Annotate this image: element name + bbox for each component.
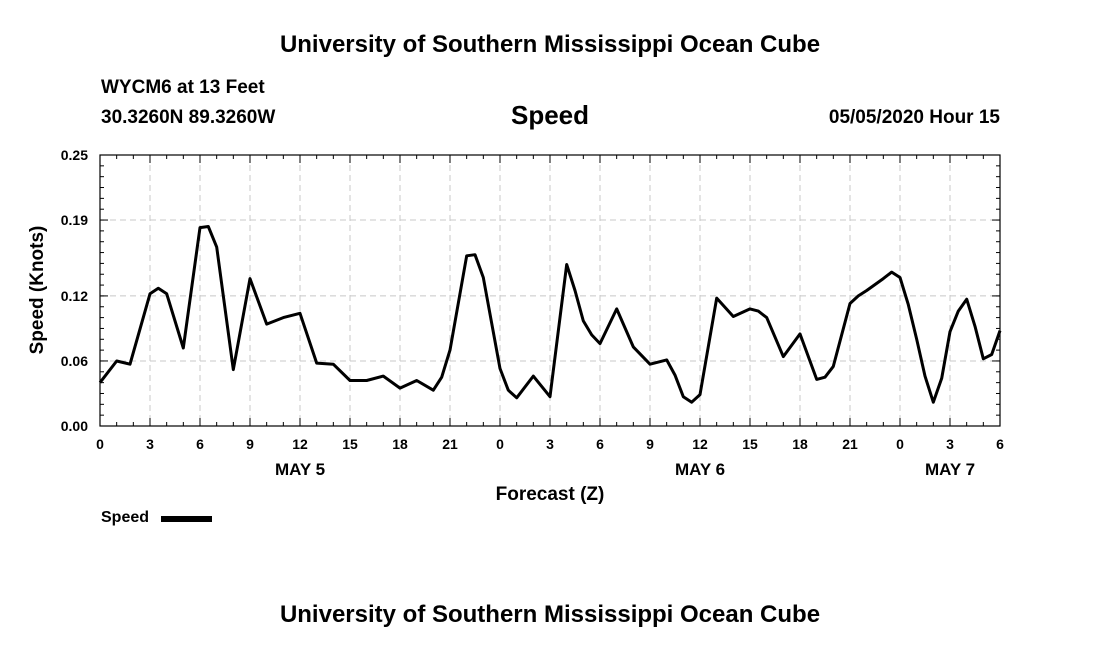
x-tick-label: 6 — [996, 436, 1004, 452]
footer-title: University of Southern Mississippi Ocean… — [279, 601, 821, 628]
x-tick-label: 9 — [246, 436, 254, 452]
chart-title: University of Southern Mississippi Ocean… — [279, 31, 821, 58]
x-tick-label: 18 — [792, 436, 808, 452]
x-tick-label: 3 — [946, 436, 954, 452]
x-tick-label: 0 — [896, 436, 904, 452]
y-tick-label: 0.06 — [61, 353, 88, 369]
x-tick-label: 0 — [496, 436, 504, 452]
x-axis-title: Forecast (Z) — [496, 484, 605, 505]
x-tick-label: 12 — [692, 436, 708, 452]
legend-swatch — [161, 516, 212, 522]
x-tick-label: 21 — [442, 436, 458, 452]
y-tick-label: 0.00 — [61, 418, 88, 434]
x-tick-label: 9 — [646, 436, 654, 452]
plot-frame — [99, 154, 1001, 427]
label-layer: 0 3 6 9 12 15 18 21 0 3 6 9 12 15 18 21 0 3 6 0.00 0.06 0.12 0… — [61, 147, 1004, 479]
x-tick-label: 0 — [96, 436, 104, 452]
station-label: WYCM6 at 13 Feet — [101, 77, 265, 98]
x-tick-label: 21 — [842, 436, 858, 452]
datetime-label: 05/05/2020 Hour 15 — [828, 107, 1000, 128]
date-label: MAY 7 — [925, 460, 975, 479]
x-tick-label: 12 — [292, 436, 308, 452]
x-tick-label: 3 — [546, 436, 554, 452]
y-tick-label: 0.25 — [61, 147, 88, 163]
variable-title: Speed — [510, 100, 590, 130]
date-label: MAY 6 — [675, 460, 725, 479]
date-label: MAY 5 — [275, 460, 325, 479]
tick-layer — [99, 154, 1001, 427]
x-tick-label: 6 — [596, 436, 604, 452]
y-tick-label: 0.19 — [61, 212, 88, 228]
legend-label: Speed — [101, 509, 150, 526]
x-tick-label: 6 — [196, 436, 204, 452]
grid-layer — [100, 155, 1000, 426]
x-tick-label: 18 — [392, 436, 408, 452]
y-tick-label: 0.12 — [61, 288, 88, 304]
y-axis-title: Speed (Knots) — [27, 226, 48, 355]
x-tick-label: 3 — [146, 436, 154, 452]
x-tick-label: 15 — [342, 436, 358, 452]
coordinates-label: 30.3260N 89.3260W — [101, 107, 276, 128]
x-tick-label: 15 — [742, 436, 758, 452]
speed-series-line — [98, 225, 1002, 404]
